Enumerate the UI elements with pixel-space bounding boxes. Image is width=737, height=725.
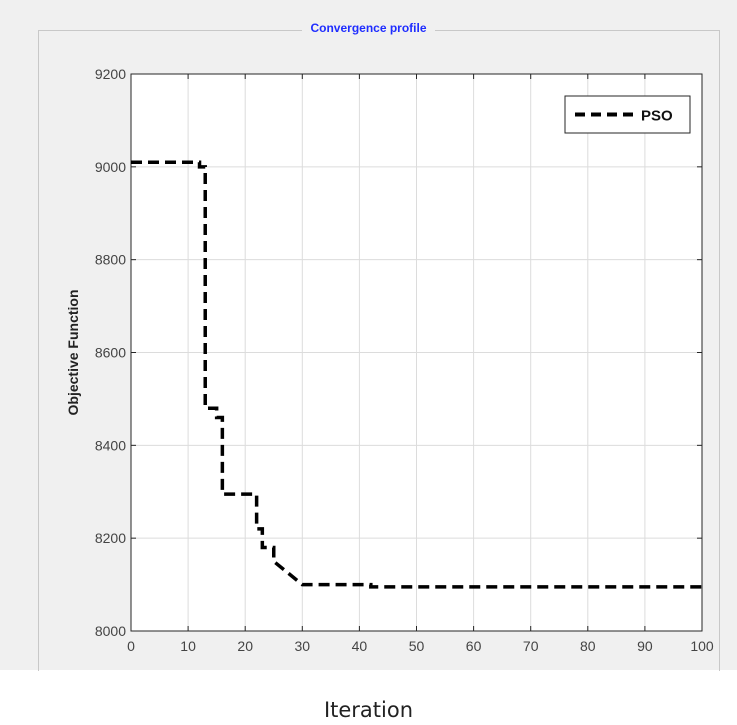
x-tick-label: 10 xyxy=(180,638,196,654)
x-tick-label: 60 xyxy=(466,638,482,654)
y-axis-label: Objective Function xyxy=(65,289,81,415)
figure-panel: Convergence profile 0 10 20 30 40 50 60 70 80 90 1… xyxy=(0,0,737,671)
y-tick-label: 8800 xyxy=(95,252,126,268)
x-tick-label: 100 xyxy=(690,638,714,654)
x-tick-label: 40 xyxy=(352,638,368,654)
x-tick-label: 50 xyxy=(409,638,425,654)
x-tick-label: 0 xyxy=(127,638,135,654)
x-tick-label: 80 xyxy=(580,638,596,654)
y-tick-label: 8600 xyxy=(95,345,126,361)
y-tick-label: 9200 xyxy=(95,66,126,82)
series-line xyxy=(131,160,702,589)
y-tick-label: 8000 xyxy=(95,623,126,639)
x-tick-label: 20 xyxy=(237,638,253,654)
x-tick-label: 90 xyxy=(637,638,653,654)
y-tick-label: 8200 xyxy=(95,530,126,546)
panel-title: Convergence profile xyxy=(302,21,435,35)
convergence-chart: 0 10 20 30 40 50 60 70 80 90 100 8000 8200 8400 8600 88… xyxy=(65,66,714,654)
legend-label: PSO xyxy=(641,108,673,125)
y-tick-label: 9000 xyxy=(95,159,126,175)
x-tick-label: 30 xyxy=(295,638,311,654)
x-tick-label: 70 xyxy=(523,638,539,654)
x-axis-caption: Iteration xyxy=(323,698,414,722)
y-tick-label: 8400 xyxy=(95,437,126,453)
